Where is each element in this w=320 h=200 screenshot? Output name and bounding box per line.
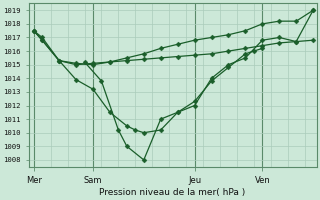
X-axis label: Pression niveau de la mer( hPa ): Pression niveau de la mer( hPa ) [100,188,246,197]
